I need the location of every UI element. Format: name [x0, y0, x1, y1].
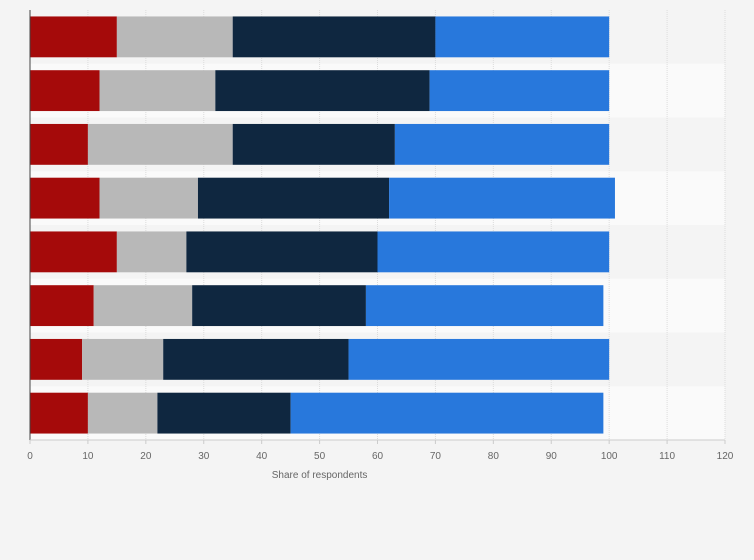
bar-segment[interactable]	[192, 285, 366, 327]
x-tick-label: 110	[659, 451, 675, 462]
bar-segment[interactable]	[429, 70, 610, 112]
x-tick-label: 50	[314, 451, 326, 462]
bar-segment[interactable]	[30, 123, 88, 165]
bar-segment[interactable]	[435, 16, 610, 58]
bar-segment[interactable]	[30, 392, 88, 434]
x-tick-label: 10	[82, 451, 94, 462]
bar-segment[interactable]	[99, 177, 198, 219]
bar-segment[interactable]	[365, 285, 604, 327]
bar-segment[interactable]	[82, 338, 164, 380]
x-axis-title: Share of respondents	[272, 470, 368, 481]
x-tick-label: 70	[430, 451, 442, 462]
bar-segment[interactable]	[157, 392, 291, 434]
bar-segment[interactable]	[290, 392, 604, 434]
x-tick-label: 60	[372, 451, 384, 462]
x-tick-label: 80	[488, 451, 500, 462]
x-tick-label: 90	[546, 451, 558, 462]
bar-segment[interactable]	[87, 392, 158, 434]
x-tick-label: 20	[140, 451, 152, 462]
x-tick-label: 40	[256, 451, 268, 462]
bar-segment[interactable]	[163, 338, 349, 380]
x-tick-label: 30	[198, 451, 210, 462]
bar-segment[interactable]	[348, 338, 610, 380]
bar-segment[interactable]	[186, 231, 378, 273]
bar-segment[interactable]	[116, 16, 233, 58]
bar-segment[interactable]	[394, 123, 610, 165]
bar-segment[interactable]	[30, 338, 83, 380]
bar-segment[interactable]	[232, 16, 436, 58]
bar-segment[interactable]	[87, 123, 233, 165]
bar-segment[interactable]	[232, 123, 395, 165]
bar-segment[interactable]	[377, 231, 610, 273]
bar-segment[interactable]	[389, 177, 615, 219]
bar-segment[interactable]	[30, 285, 94, 327]
bars	[30, 16, 615, 434]
bar-segment[interactable]	[30, 177, 100, 219]
bar-segment[interactable]	[197, 177, 390, 219]
bar-segment[interactable]	[30, 231, 117, 273]
axes: 0 10 20 30 40 50 60 70 80 90 100 110 120	[27, 10, 734, 462]
bar-segment[interactable]	[30, 70, 100, 112]
bar-segment[interactable]	[99, 70, 216, 112]
bar-segment[interactable]	[215, 70, 430, 112]
x-tick-label: 0	[27, 451, 33, 462]
x-tick-label: 100	[601, 451, 618, 462]
x-tick-label: 120	[717, 451, 734, 462]
bar-segment[interactable]	[116, 231, 187, 273]
bar-segment[interactable]	[93, 285, 193, 327]
bar-segment[interactable]	[30, 16, 117, 58]
